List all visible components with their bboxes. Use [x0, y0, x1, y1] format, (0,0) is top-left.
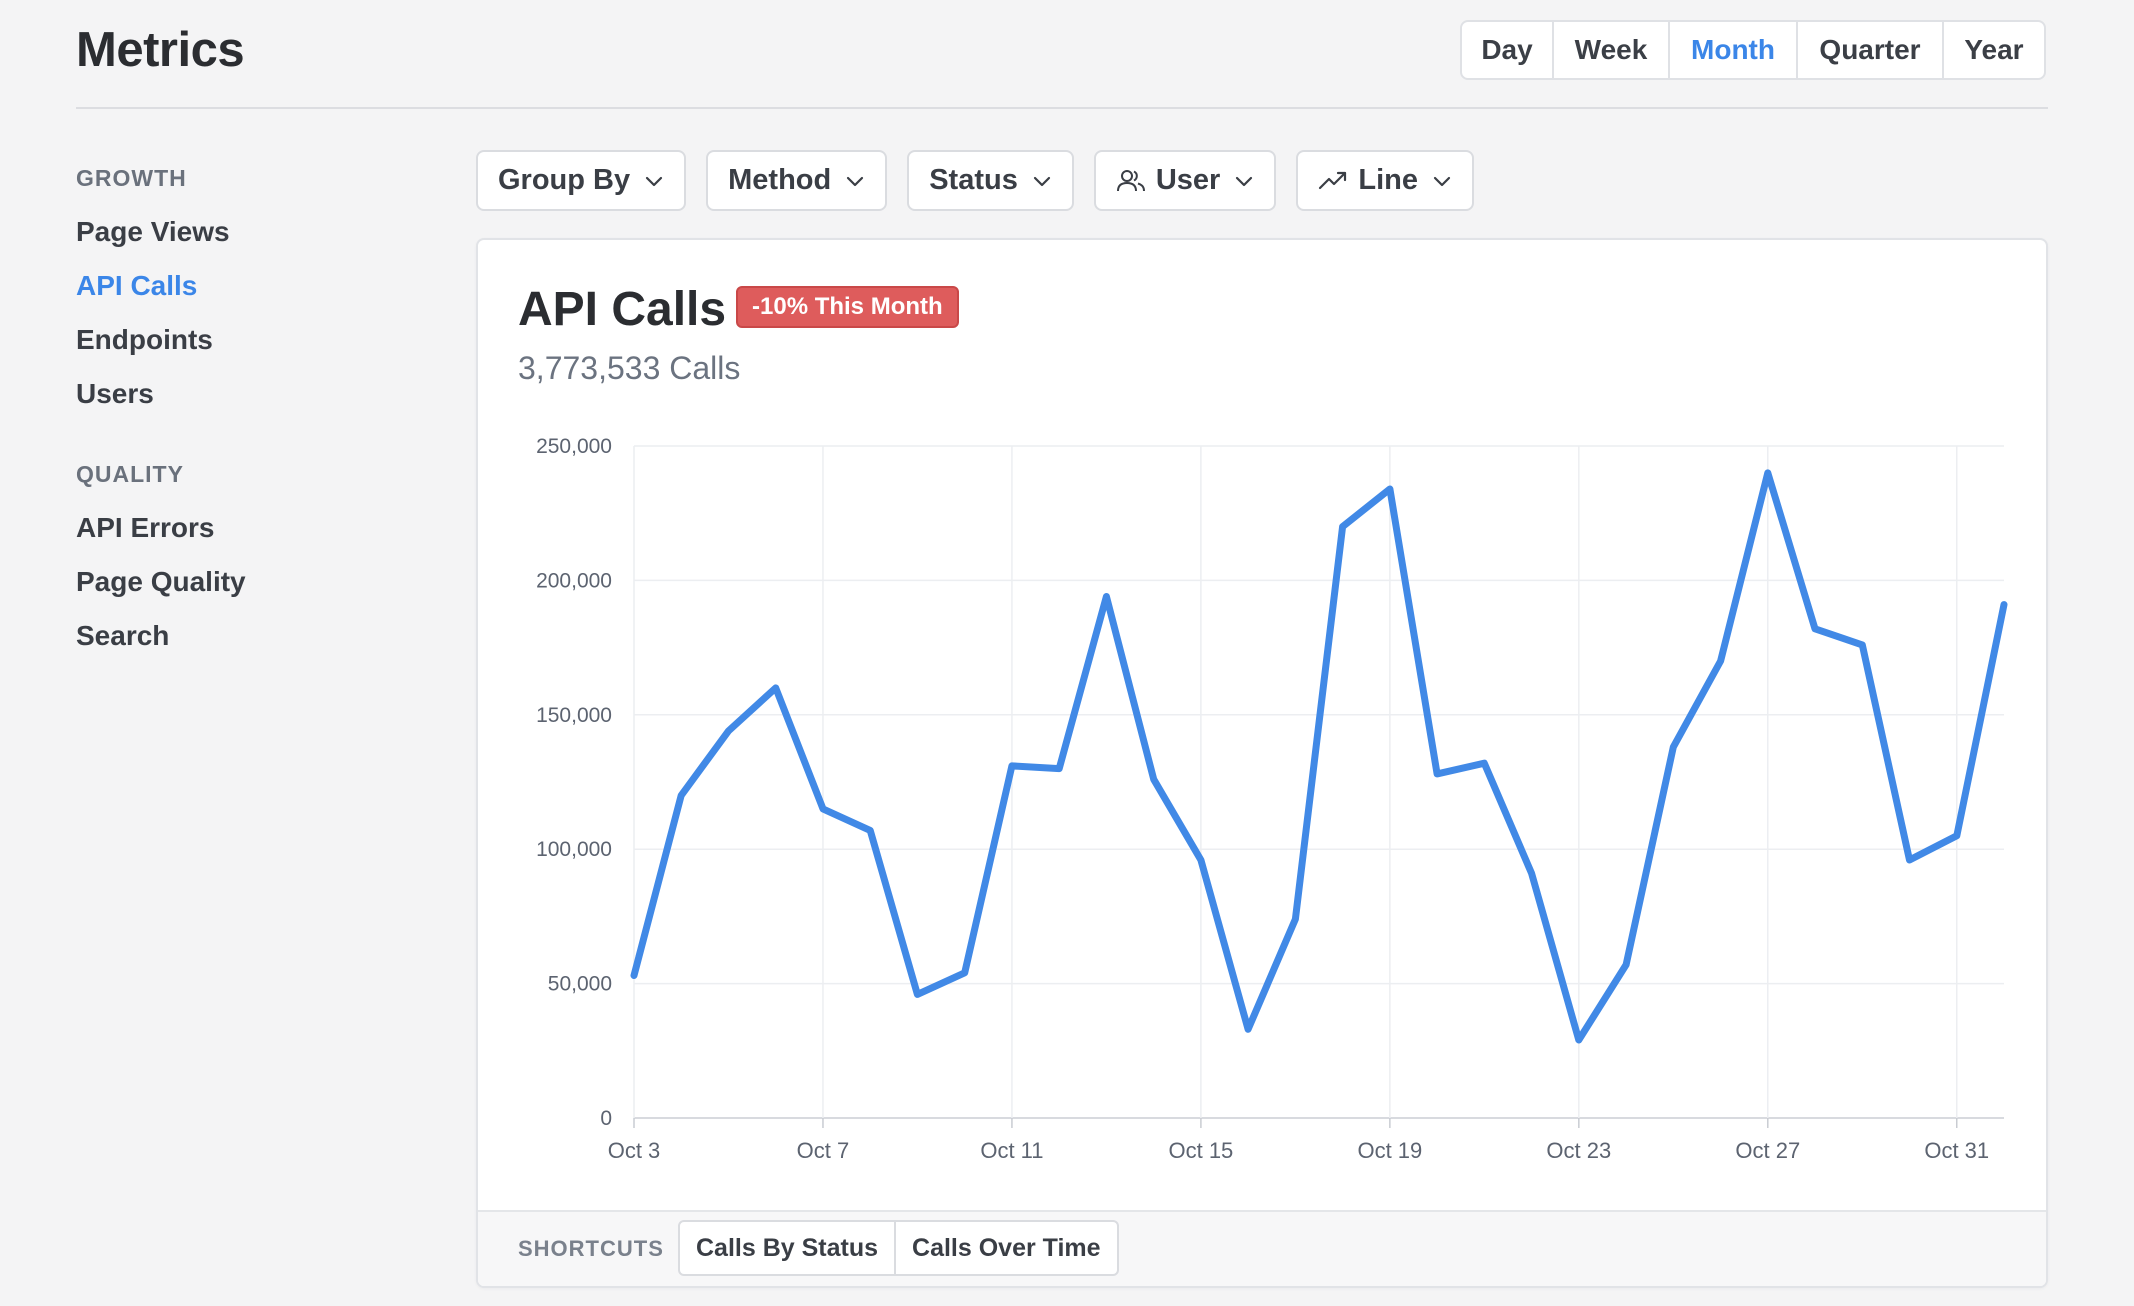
x-tick-label: Oct 23 [1546, 1138, 1611, 1163]
users-icon [1116, 165, 1148, 197]
chevron-down-icon [644, 170, 666, 192]
sidebar-item-api-errors[interactable]: API Errors [76, 512, 215, 543]
sidebar-group-growth: GROWTH [76, 165, 187, 191]
x-tick-label: Oct 27 [1735, 1138, 1800, 1163]
sidebar: GROWTH Page Views API Calls Endpoints Us… [76, 165, 436, 663]
group-by-label: Group By [498, 164, 631, 196]
card-title: API Calls [518, 283, 727, 336]
x-tick-label: Oct 15 [1168, 1138, 1233, 1163]
y-tick-label: 200,000 [536, 569, 612, 592]
sidebar-item-search[interactable]: Search [76, 620, 170, 651]
range-week-button[interactable]: Week [1554, 22, 1670, 78]
range-day-button[interactable]: Day [1462, 22, 1554, 78]
x-tick-label: Oct 31 [1924, 1138, 1989, 1163]
method-dropdown[interactable]: Method [706, 150, 888, 211]
calls-by-status-shortcut[interactable]: Calls By Status [680, 1222, 897, 1274]
status-dropdown[interactable]: Status [907, 150, 1074, 211]
x-tick-label: Oct 19 [1357, 1138, 1422, 1163]
api-calls-card: API Calls -10% This Month 3,773,533 Call… [476, 238, 2048, 1288]
chevron-down-icon [1032, 170, 1054, 192]
user-label: User [1155, 164, 1221, 196]
x-tick-label: Oct 11 [980, 1138, 1043, 1163]
x-tick-label: Oct 7 [797, 1138, 850, 1163]
series-line [630, 469, 2008, 1044]
sidebar-item-users[interactable]: Users [76, 378, 154, 409]
time-range-toggle: Day Week Month Quarter Year [1460, 20, 2046, 80]
range-year-button[interactable]: Year [1964, 34, 2024, 65]
method-label: Method [728, 164, 832, 196]
y-tick-label: 0 [600, 1107, 612, 1130]
shortcut-group: Calls By Status Calls Over Time [678, 1220, 1119, 1276]
chevron-down-icon [1234, 170, 1256, 192]
y-tick-label: 50,000 [548, 973, 612, 996]
card-footer: SHORTCUTS Calls By Status Calls Over Tim… [478, 1210, 2046, 1286]
sidebar-item-endpoints[interactable]: Endpoints [76, 324, 213, 355]
header-divider [76, 107, 2048, 109]
calls-over-time-shortcut[interactable]: Calls Over Time [912, 1234, 1101, 1262]
user-dropdown[interactable]: User [1093, 150, 1277, 211]
sidebar-group-quality: QUALITY [76, 461, 184, 487]
y-tick-label: 100,000 [536, 838, 612, 861]
api-calls-line-chart: 0 50,000 100,000 150,000 200,000 250,000 Oct 3… [536, 435, 2008, 1163]
sidebar-item-page-views[interactable]: Page Views [76, 216, 230, 247]
chevron-down-icon [1432, 170, 1454, 192]
filter-bar: Group By Method Status User [476, 150, 1494, 211]
sidebar-item-api-calls[interactable]: API Calls [76, 270, 198, 301]
status-label: Status [929, 164, 1018, 196]
shortcuts-label: SHORTCUTS [518, 1236, 664, 1261]
trending-up-icon [1318, 165, 1350, 197]
x-tick-label: Oct 3 [608, 1138, 661, 1163]
change-badge: -10% This Month [736, 286, 959, 328]
chart-type-dropdown[interactable]: Line [1296, 150, 1474, 211]
range-month-button[interactable]: Month [1670, 22, 1798, 78]
y-tick-label: 150,000 [536, 704, 612, 727]
chart-type-label: Line [1358, 164, 1418, 196]
chevron-down-icon [845, 170, 867, 192]
range-quarter-button[interactable]: Quarter [1798, 22, 1944, 78]
group-by-dropdown[interactable]: Group By [476, 150, 687, 211]
sidebar-item-page-quality[interactable]: Page Quality [76, 566, 246, 597]
page-title: Metrics [76, 23, 245, 77]
y-tick-label: 250,000 [536, 435, 612, 458]
total-calls: 3,773,533 Calls [518, 350, 741, 386]
